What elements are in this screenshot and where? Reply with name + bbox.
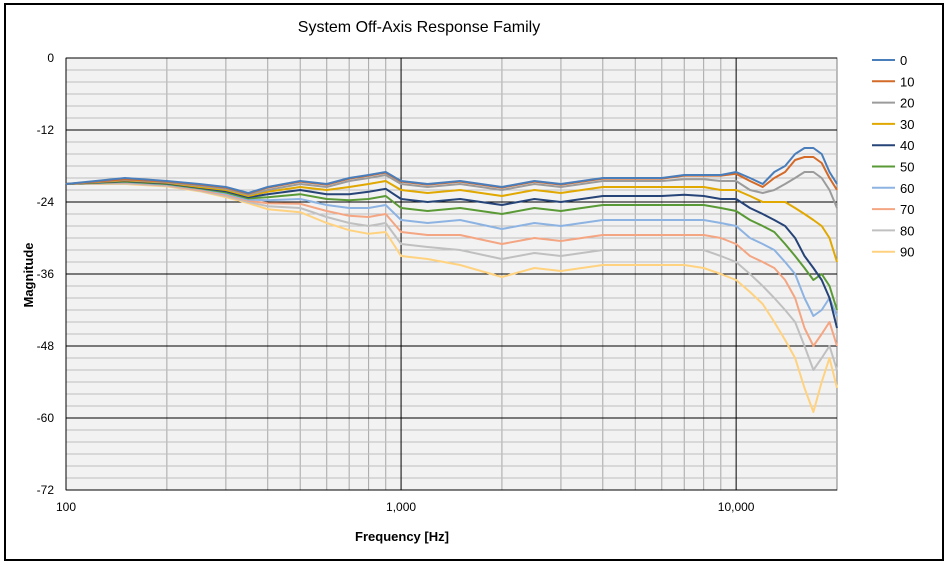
legend-label-50: 50 <box>900 160 914 175</box>
y-axis-label: Magnitude <box>21 243 36 308</box>
y-tick-label: -36 <box>37 267 55 281</box>
legend-label-80: 80 <box>900 223 914 238</box>
legend-label-60: 60 <box>900 181 914 196</box>
legend-label-70: 70 <box>900 202 914 217</box>
x-tick-label: 1,000 <box>386 500 416 514</box>
series-line-40 <box>65 180 838 329</box>
series-line-50 <box>65 180 838 311</box>
series-line-90 <box>66 183 838 413</box>
x-tick-label: 100 <box>56 500 76 514</box>
legend-label-0: 0 <box>900 53 907 68</box>
major-gridlines <box>65 57 837 491</box>
y-tick-label: -60 <box>37 411 55 425</box>
x-tick-label: 10,000 <box>718 500 755 514</box>
series-line-60 <box>65 181 838 317</box>
legend-label-40: 40 <box>900 138 914 153</box>
legend-label-10: 10 <box>900 74 914 89</box>
series-line-80 <box>65 182 838 371</box>
legend-label-90: 90 <box>900 245 914 260</box>
y-tick-label: -12 <box>37 123 55 137</box>
series-line-20 <box>65 171 838 209</box>
chart-title: System Off-Axis Response Family <box>298 19 540 36</box>
series-line-30 <box>65 179 838 263</box>
legend-label-20: 20 <box>900 96 914 111</box>
series-line-0 <box>65 147 838 194</box>
legend: 0 10 20 30 40 50 60 70 80 90 <box>872 53 914 260</box>
y-tick-label: -24 <box>37 195 55 209</box>
series-line-70 <box>65 181 838 347</box>
series-lines <box>65 147 838 413</box>
chart-frame: System Off-Axis Response Family 0 -12 -24 -… <box>4 3 944 561</box>
y-tick-label: 0 <box>47 51 54 65</box>
y-tick-label: -48 <box>37 339 55 353</box>
chart-svg: System Off-Axis Response Family 0 -12 -24 -… <box>21 19 914 544</box>
legend-label-30: 30 <box>900 117 914 132</box>
x-axis-label: Frequency [Hz] <box>355 529 449 544</box>
y-tick-label: -72 <box>37 483 55 497</box>
